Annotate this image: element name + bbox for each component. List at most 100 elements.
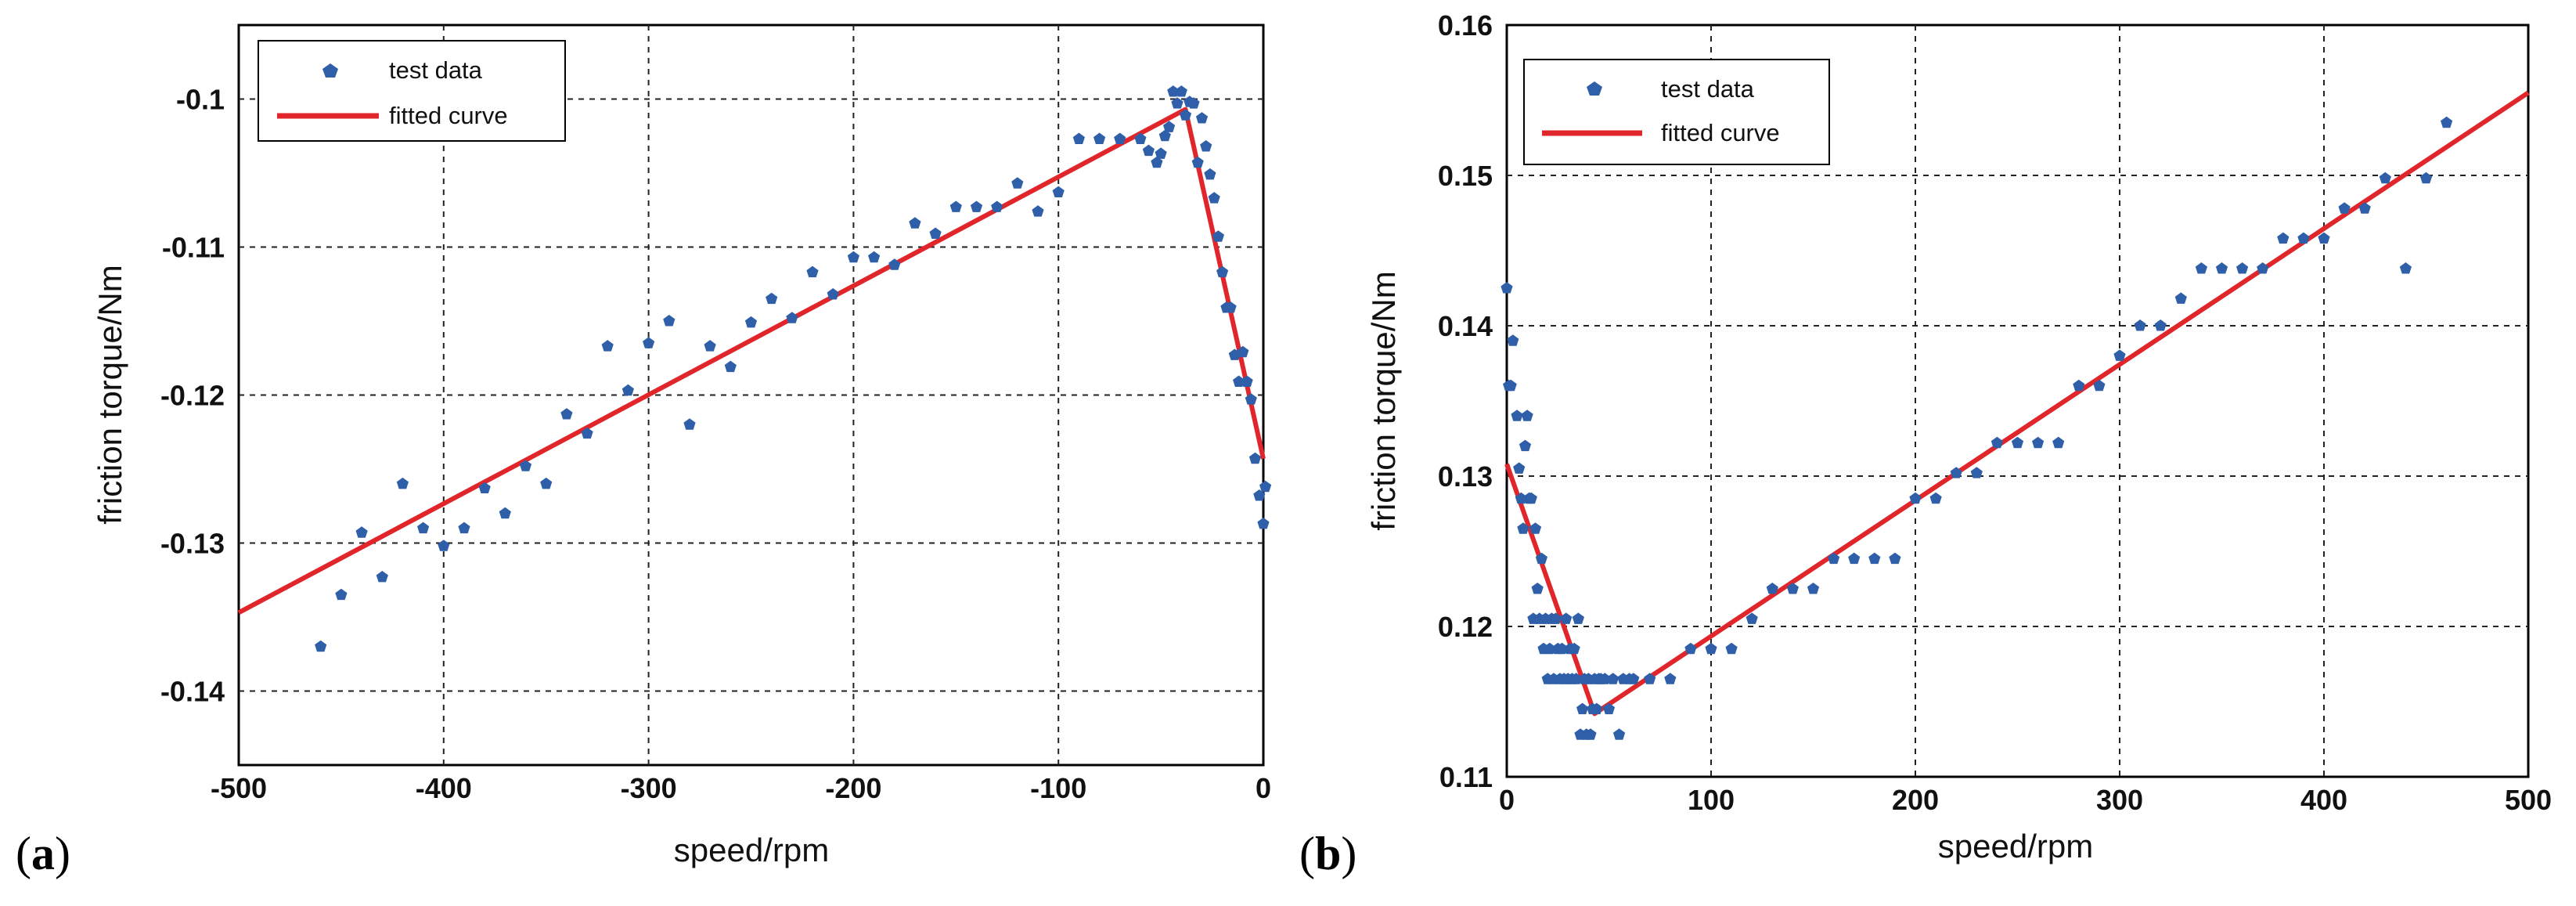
chart-a-plot-area (237, 23, 1265, 767)
chart-b-data-point (1889, 552, 1901, 565)
chart-a-data-point (663, 315, 676, 327)
chart-a-data-point (438, 540, 450, 551)
chart-b-data-point (2073, 379, 2085, 392)
chart-a: -500 -400 -300 -200 -100 0 -0.14-0.13-0.12-0.… (16, 23, 1272, 879)
chart-a-data-point (1151, 156, 1163, 168)
chart-a-data-point (1072, 132, 1085, 144)
chart-a-data-point (560, 408, 573, 420)
chart-a-test-data (315, 85, 1272, 652)
chart-b-legend-test-data: test data (1661, 75, 1755, 103)
chart-a-data-point (724, 360, 737, 373)
chart-a-data-point (643, 337, 655, 348)
chart-b-data-point (1828, 552, 1840, 565)
chart-a-x-axis-label: speed/rpm (674, 832, 829, 868)
chart-a-data-point (1224, 301, 1237, 313)
chart-b-legend-box (1523, 59, 1830, 165)
chart-a-data-point (1171, 97, 1184, 109)
chart-b-data-point (1950, 467, 1962, 478)
chart-a-data-point (519, 460, 532, 471)
chart-a-data-point (1114, 132, 1126, 144)
chart-a-x-ticks: -500 -400 -300 -200 -100 0 (211, 772, 1271, 804)
chart-b-data-point (2154, 319, 2167, 331)
chart-b-data-point (1570, 673, 1583, 684)
chart-b-data-point (1507, 334, 1519, 346)
chart-a-data-point (929, 227, 942, 239)
chart-b-data-point (1511, 410, 1523, 421)
chart-b-data-point (1664, 673, 1677, 684)
chart-a-data-point (1253, 489, 1266, 501)
chart-a-data-point (1032, 205, 1044, 217)
chart-a-data-point (1216, 265, 1229, 278)
chart-b-data-point (1555, 642, 1569, 655)
chart-b: 0 100 200 300 400 500 0.110.120.130.140.150.1… (1299, 9, 2552, 879)
chart-a-x-tick-label: -100 (1030, 772, 1086, 804)
chart-a-data-point (581, 427, 593, 439)
chart-a-data-point (1158, 129, 1171, 142)
chart-b-data-point (2134, 319, 2146, 331)
chart-a-x-tick-label: -300 (621, 772, 677, 804)
chart-a-data-point (335, 588, 348, 601)
chart-a-legend-marker-icon (322, 63, 338, 78)
chart-b-data-point (1521, 410, 1533, 421)
chart-a-data-point (704, 340, 716, 352)
chart-a-data-point (1212, 230, 1224, 242)
chart-a-data-point (909, 217, 921, 229)
chart-b-data-point (1519, 439, 1532, 452)
chart-a-data-point (868, 251, 881, 263)
chart-b-x-tick-label: 0 (1499, 784, 1515, 816)
chart-b-data-point (1991, 436, 2003, 449)
chart-a-data-point (417, 522, 430, 534)
chart-b-data-point (2052, 436, 2065, 449)
chart-b-data-point (1529, 522, 1542, 534)
chart-b-data-point (1517, 522, 1529, 534)
chart-b-data-point (1525, 492, 1537, 504)
chart-b-data-point (1550, 612, 1562, 624)
chart-b-legend-marker-icon (1587, 81, 1602, 96)
chart-a-x-tick-label: -400 (416, 772, 472, 804)
chart-a-data-point (1179, 109, 1192, 121)
chart-b-data-point (1572, 612, 1584, 624)
chart-b-data-point (1766, 583, 1778, 594)
chart-a-data-point (1241, 375, 1253, 387)
chart-b-data-point (1598, 673, 1611, 684)
chart-a-data-point (949, 200, 962, 212)
chart-a-data-point (1175, 85, 1187, 97)
chart-a-data-point (478, 482, 491, 493)
panel-label-a: (a) (16, 828, 70, 879)
chart-a-y-tick-label: -0.12 (160, 380, 225, 412)
chart-a-legend-box (258, 40, 566, 142)
chart-a-data-point (1200, 140, 1212, 152)
chart-a-data-point (396, 477, 409, 489)
chart-a-data-point (1134, 132, 1147, 144)
chart-a-data-point (1163, 121, 1176, 132)
chart-a-data-point (1093, 132, 1106, 144)
chart-a-y-ticks: -0.14 -0.13 -0.12 -0.11 -0.1 (160, 84, 225, 708)
chart-b-legend-fitted-curve: fitted curve (1661, 119, 1780, 146)
chart-b-data-point (1544, 642, 1556, 655)
chart-a-data-point (683, 418, 696, 430)
chart-b-y-tick-label: 0.16 (1438, 9, 1493, 42)
chart-b-data-point (2297, 232, 2310, 244)
chart-a-data-point (744, 316, 758, 328)
chart-b-data-point (1644, 673, 1656, 684)
chart-b-x-axis-label: speed/rpm (1938, 828, 2093, 864)
chart-b-y-ticks: 0.11 0.12 0.13 0.14 0.15 0.16 (1438, 9, 1493, 793)
chart-b-data-point (2419, 171, 2433, 184)
chart-b-data-point (2011, 436, 2024, 449)
chart-b-y-tick-label: 0.13 (1438, 460, 1493, 493)
chart-b-data-point (1607, 673, 1619, 684)
chart-b-data-point (2032, 436, 2045, 449)
chart-a-data-point (847, 251, 859, 263)
chart-b-data-point (1868, 552, 1881, 565)
chart-a-data-point (499, 507, 511, 519)
chart-b-x-ticks: 0 100 200 300 400 500 (1499, 784, 2552, 816)
chart-b-data-point (1560, 612, 1573, 624)
chart-b-data-point (2358, 202, 2371, 214)
chart-a-y-tick-label: -0.1 (176, 84, 225, 116)
chart-a-data-point (970, 200, 983, 212)
chart-a-data-point (1167, 85, 1180, 97)
chart-a-y-axis-label: friction torque/Nm (92, 265, 128, 524)
chart-b-y-tick-label: 0.14 (1438, 310, 1493, 342)
chart-a-x-tick-label: -200 (825, 772, 881, 804)
chart-b-data-point (1684, 642, 1697, 655)
